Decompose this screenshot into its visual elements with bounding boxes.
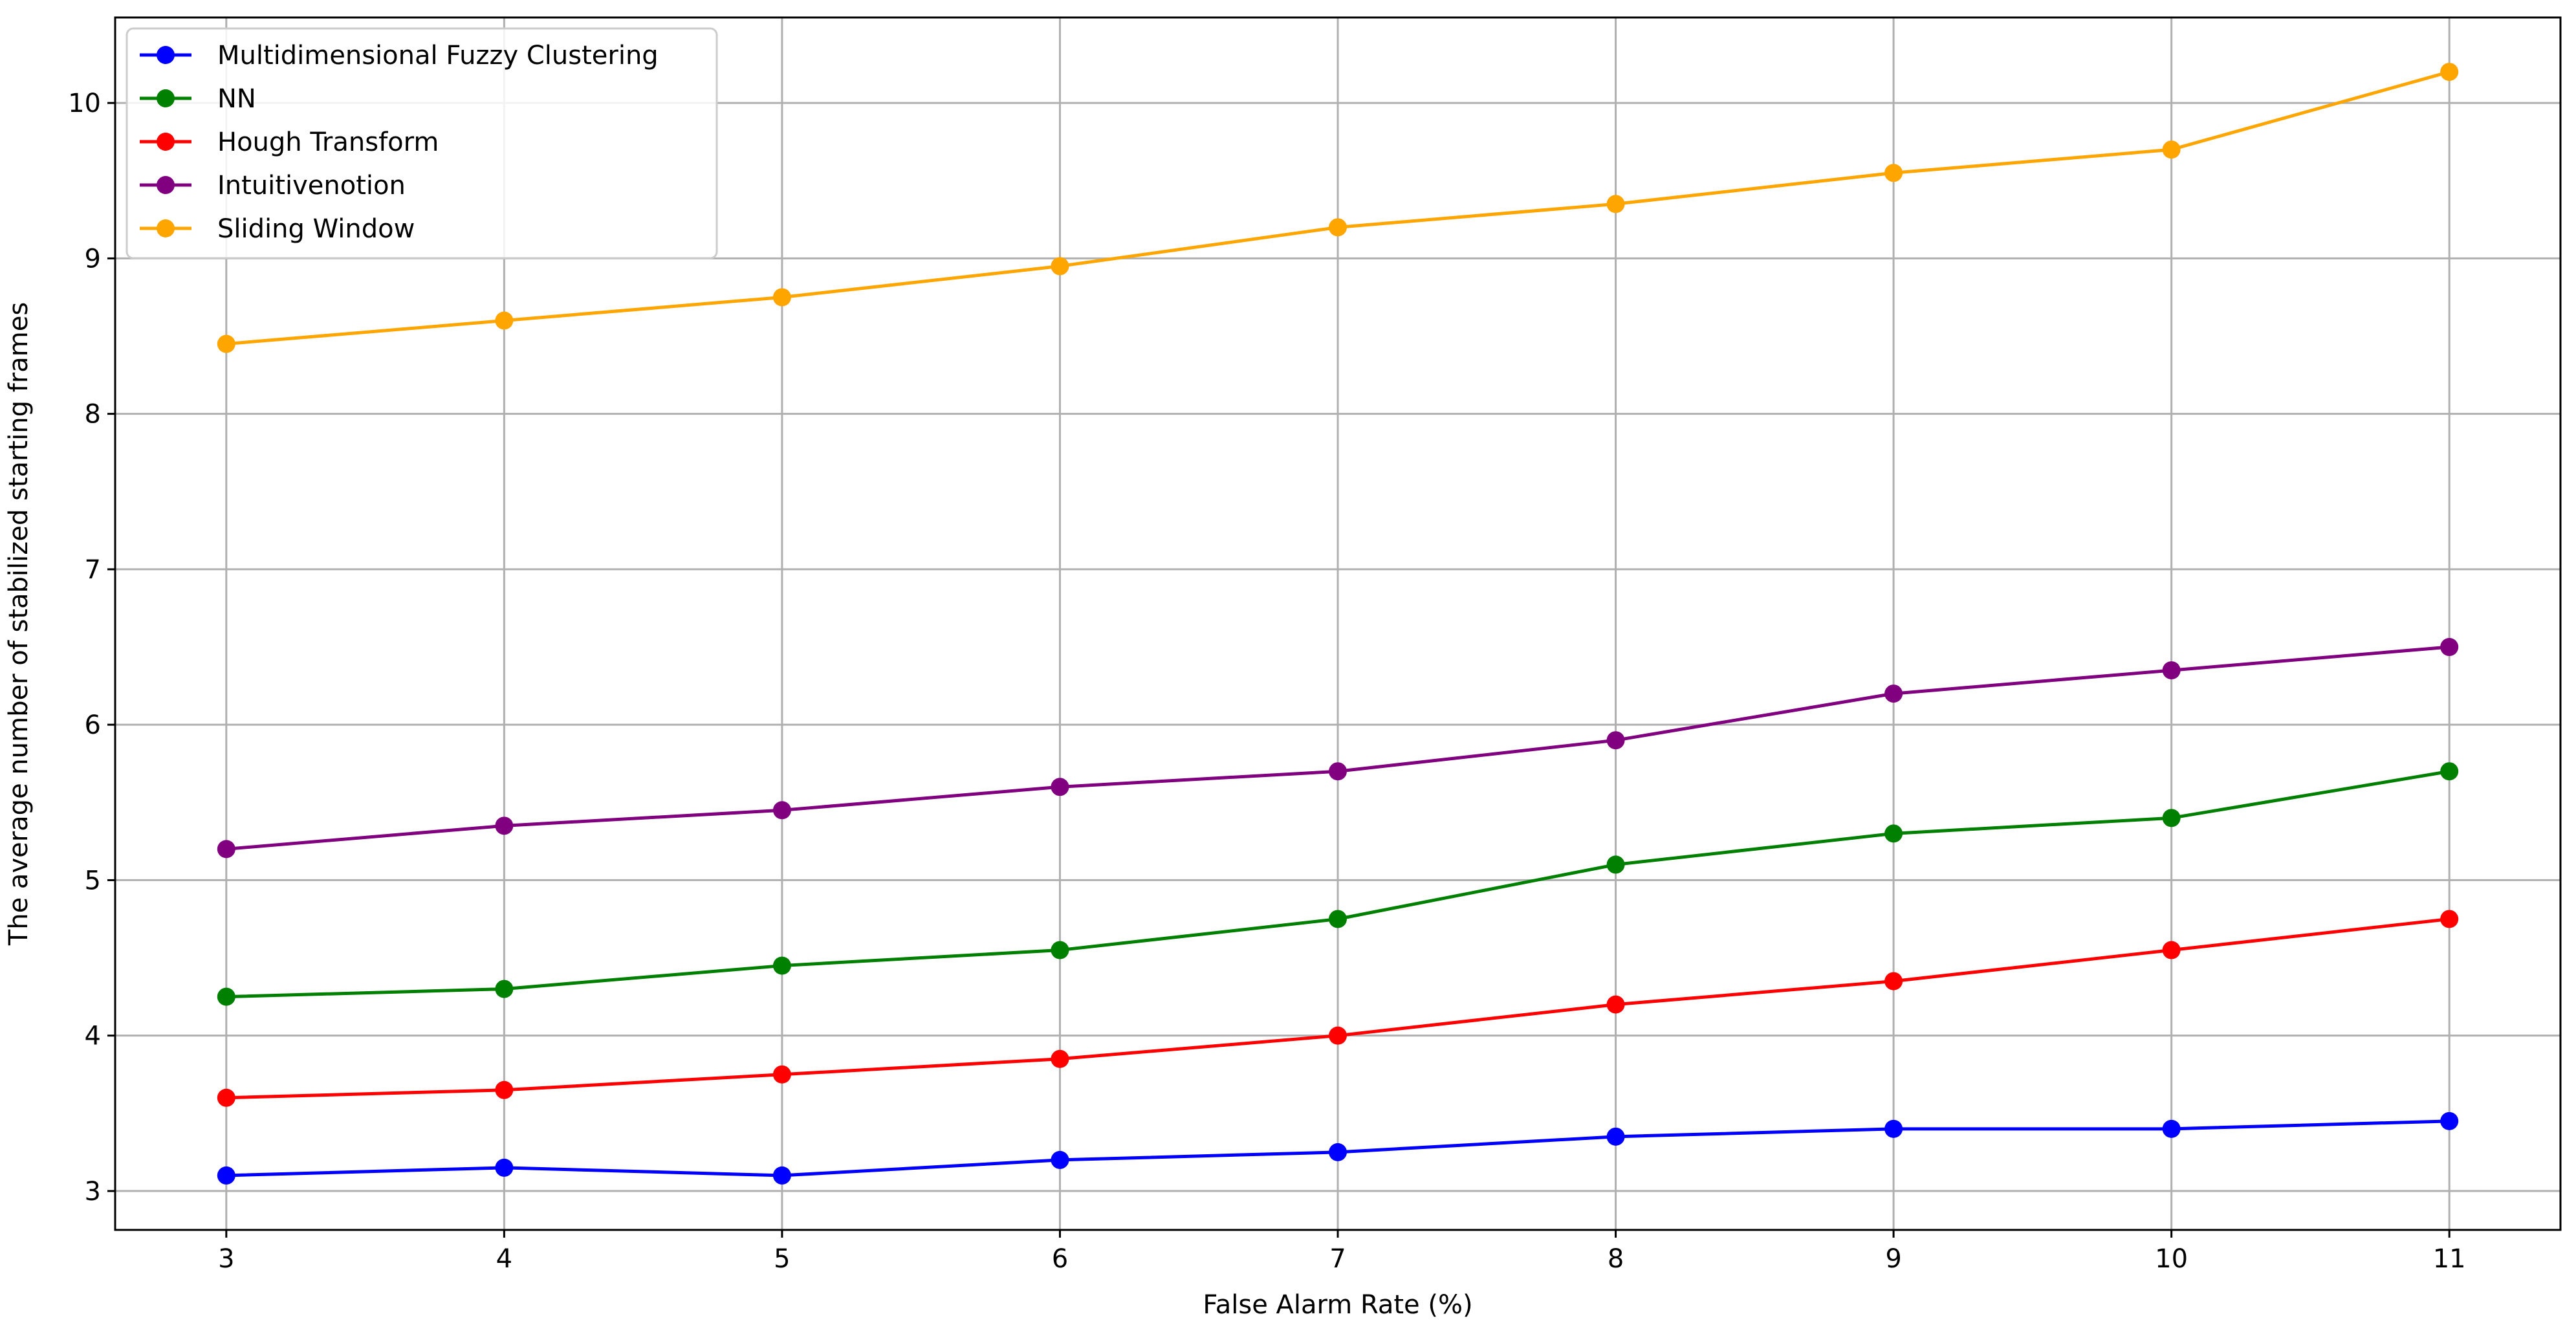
data-point	[2440, 910, 2459, 928]
data-point	[2440, 762, 2459, 781]
x-tick-label: 10	[2155, 1244, 2188, 1274]
data-point	[217, 334, 235, 353]
y-tick-label: 9	[85, 244, 101, 274]
data-point	[495, 980, 514, 998]
data-point	[1884, 684, 1903, 703]
data-point	[217, 1088, 235, 1107]
legend-item: Multidimensional Fuzzy Clustering	[140, 41, 659, 71]
data-point	[1051, 778, 1069, 796]
x-tick-label: 8	[1608, 1244, 1624, 1274]
data-point	[1606, 731, 1625, 750]
data-point	[495, 1080, 514, 1099]
data-point	[1051, 257, 1069, 276]
data-point	[772, 956, 791, 975]
x-tick-label: 5	[774, 1244, 790, 1274]
data-point	[1329, 910, 1347, 928]
legend: Multidimensional Fuzzy Clustering NN Hough…	[126, 27, 718, 259]
data-point	[495, 1158, 514, 1177]
data-point	[1606, 195, 1625, 214]
legend-marker	[157, 133, 175, 151]
series-hough-transform	[217, 910, 2459, 1107]
data-point	[217, 840, 235, 859]
data-point	[1884, 1119, 1903, 1138]
legend-box	[126, 27, 718, 259]
legend-marker	[157, 219, 175, 237]
data-point	[1051, 1150, 1069, 1169]
data-point	[1884, 824, 1903, 843]
data-point	[1884, 164, 1903, 182]
y-tick-label: 8	[85, 400, 101, 430]
x-tick-label: 6	[1052, 1244, 1068, 1274]
legend-label: NN	[217, 84, 256, 114]
tick-layer: 3 4 5 6 7 8 9 10 11 3 4 5 6 7 8 9 10	[68, 89, 2466, 1274]
data-point	[2440, 638, 2459, 657]
data-point	[1606, 1127, 1625, 1146]
y-tick-label: 7	[85, 555, 101, 585]
legend-item: Intuitivenotion	[140, 171, 406, 201]
legend-marker	[157, 89, 175, 107]
data-point	[1606, 855, 1625, 874]
data-point	[1329, 762, 1347, 781]
series-layer	[217, 63, 2459, 1185]
x-tick-label: 4	[496, 1244, 512, 1274]
legend-marker	[157, 46, 175, 64]
plot-frame	[114, 16, 2562, 1231]
data-point	[772, 801, 791, 820]
series-nn	[217, 762, 2459, 1006]
data-point	[217, 987, 235, 1006]
data-point	[2162, 661, 2181, 680]
data-point	[772, 1166, 791, 1185]
y-axis-label: The average number of stabilized startin…	[4, 302, 34, 946]
y-tick-label: 3	[85, 1177, 101, 1207]
data-point	[495, 311, 514, 330]
x-tick-label: 11	[2433, 1244, 2466, 1274]
series-sliding-window	[217, 63, 2459, 353]
data-point	[2162, 1119, 2181, 1138]
data-point	[217, 1166, 235, 1185]
data-point	[2162, 140, 2181, 159]
data-point	[1606, 995, 1625, 1014]
x-tick-label: 7	[1329, 1244, 1346, 1274]
y-tick-label: 10	[68, 89, 101, 118]
data-point	[495, 816, 514, 835]
data-point	[772, 288, 791, 307]
series-intuitivenotion	[217, 638, 2459, 859]
legend-label: Sliding Window	[217, 214, 415, 244]
legend-item: Sliding Window	[140, 214, 415, 244]
legend-label: Multidimensional Fuzzy Clustering	[217, 41, 659, 71]
data-point	[1329, 218, 1347, 237]
legend-label: Intuitivenotion	[217, 171, 406, 201]
y-tick-label: 4	[85, 1022, 101, 1051]
data-point	[1329, 1143, 1347, 1161]
x-tick-label: 3	[218, 1244, 234, 1274]
y-tick-label: 5	[85, 866, 101, 895]
legend-item: NN	[140, 84, 256, 114]
data-point	[2440, 63, 2459, 82]
data-point	[772, 1065, 791, 1084]
legend-item: Hough Transform	[140, 127, 439, 157]
legend-marker	[157, 176, 175, 194]
x-axis-label: False Alarm Rate (%)	[1203, 1290, 1472, 1320]
data-point	[1051, 941, 1069, 959]
data-point	[2162, 809, 2181, 827]
legend-label: Hough Transform	[217, 127, 439, 157]
series-multidimensional-fuzzy-clustering	[217, 1111, 2459, 1185]
data-point	[1884, 972, 1903, 991]
data-point	[2162, 941, 2181, 959]
grid-layer	[115, 17, 2560, 1230]
data-point	[2440, 1111, 2459, 1130]
y-tick-label: 6	[85, 710, 101, 740]
data-point	[1051, 1049, 1069, 1068]
x-tick-label: 9	[1885, 1244, 1901, 1274]
data-point	[1329, 1026, 1347, 1045]
